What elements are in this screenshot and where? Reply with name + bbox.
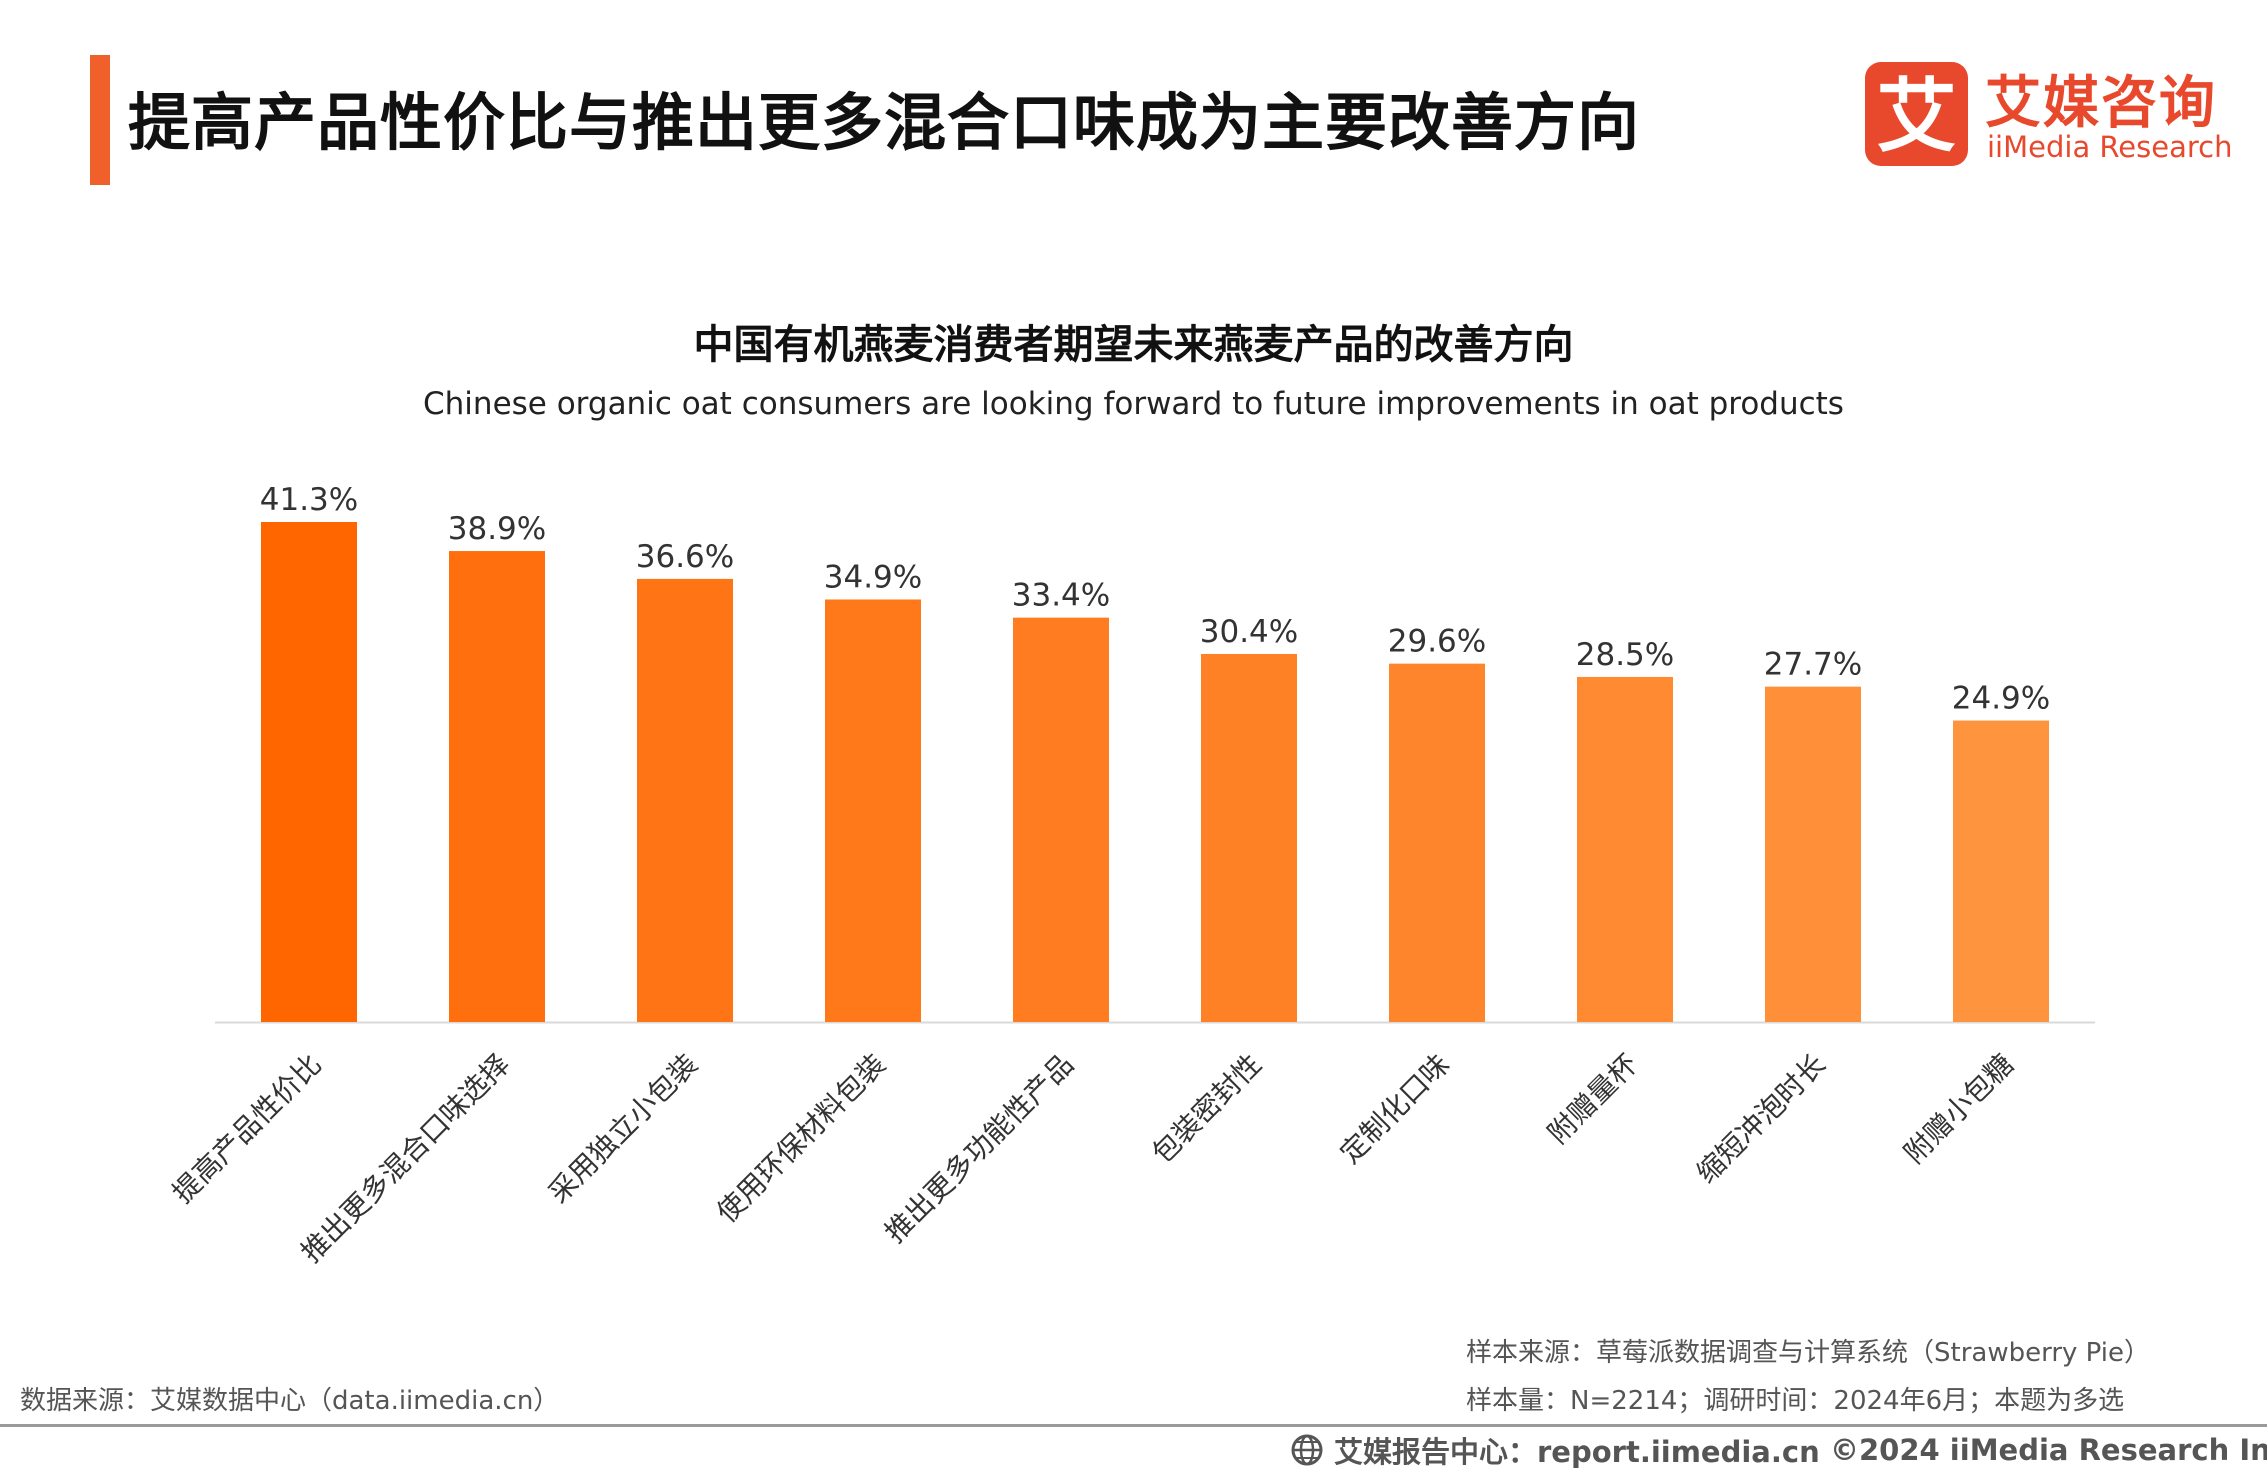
footer-divider xyxy=(0,1424,2267,1427)
category-label-4: 使用环保材料包装 xyxy=(710,1048,892,1230)
bar-5 xyxy=(1013,617,1109,1022)
footer-report: 艾媒报告中心：report.iimedia.cn xyxy=(1290,1428,1820,1472)
bar-6 xyxy=(1201,653,1297,1022)
category-label-5: 推出更多功能性产品 xyxy=(878,1048,1080,1250)
bar-value-label-4: 34.9% xyxy=(824,559,922,595)
title-accent-bar xyxy=(90,55,110,185)
bar-7 xyxy=(1389,663,1485,1022)
iimedia-logo: 艾 艾媒咨询 iiMedia Research xyxy=(1865,62,2232,172)
category-label-7: 定制化口味 xyxy=(1334,1048,1456,1170)
bar-value-label-3: 36.6% xyxy=(636,539,734,575)
sample-source: 样本来源：草莓派数据调查与计算系统（Strawberry Pie） xyxy=(1466,1338,2150,1368)
category-label-9: 缩短冲泡时长 xyxy=(1690,1048,1832,1190)
bar-value-label-1: 41.3% xyxy=(260,482,358,518)
bar-3 xyxy=(637,578,733,1022)
bar-value-label-10: 24.9% xyxy=(1952,681,2050,717)
category-label-2: 推出更多混合口味选择 xyxy=(295,1048,516,1269)
chart-subtitle: Chinese organic oat consumers are lookin… xyxy=(423,386,1844,422)
category-label-1: 提高产品性价比 xyxy=(166,1048,328,1210)
category-label-6: 包装密封性 xyxy=(1146,1048,1268,1170)
page-title: 提高产品性价比与推出更多混合口味成为主要改善方向 xyxy=(128,86,1641,159)
footer-report-text[interactable]: 艾媒报告中心：report.iimedia.cn xyxy=(1334,1435,1820,1469)
category-label-3: 采用独立小包装 xyxy=(542,1048,704,1210)
logo-cn-text: 艾媒咨询 xyxy=(1985,71,2217,136)
bar-value-label-9: 27.7% xyxy=(1764,647,1862,683)
sample-size-note: 样本量：N=2214；调研时间：2024年6月；本题为多选 xyxy=(1466,1386,2125,1416)
bar-8 xyxy=(1577,676,1673,1022)
bar-value-label-2: 38.9% xyxy=(448,511,546,547)
bar-2 xyxy=(449,551,545,1022)
bar-value-label-6: 30.4% xyxy=(1200,614,1298,650)
bar-4 xyxy=(825,599,921,1022)
footer-copyright: ©2024 iiMedia Research Inc xyxy=(1830,1433,2267,1467)
bar-value-label-5: 33.4% xyxy=(1012,578,1110,614)
logo-en-text: iiMedia Research xyxy=(1987,130,2233,164)
globe-icon xyxy=(1291,1434,1323,1466)
bar-9 xyxy=(1765,686,1861,1022)
bar-10 xyxy=(1953,720,2049,1022)
category-label-10: 附赠小包糖 xyxy=(1898,1048,2020,1170)
data-source: 数据来源：艾媒数据中心（data.iimedia.cn） xyxy=(20,1386,560,1416)
chart-title: 中国有机燕麦消费者期望未来燕麦产品的改善方向 xyxy=(693,322,1574,368)
logo-mark-icon: 艾 xyxy=(1865,62,1968,166)
category-label-8: 附赠量杯 xyxy=(1541,1048,1644,1151)
logo-mark-text: 艾 xyxy=(1877,70,1957,163)
bar-1 xyxy=(261,522,357,1022)
bar-value-label-7: 29.6% xyxy=(1388,624,1486,660)
bar-value-label-8: 28.5% xyxy=(1576,637,1674,673)
